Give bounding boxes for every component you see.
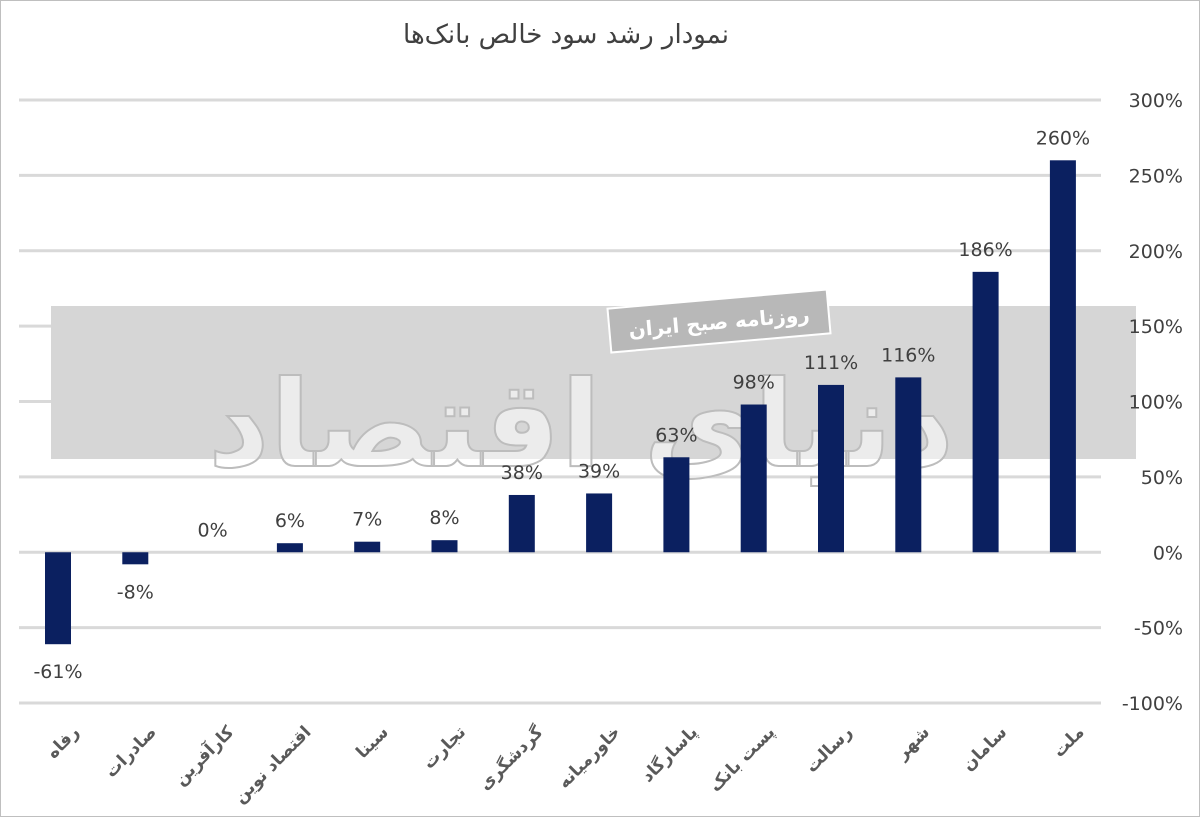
x-tick-label: ملت <box>1049 722 1088 761</box>
x-tick-label: سامان <box>958 722 1011 775</box>
y-axis-ticks: 300% 250% 200% 150% 100% 50% 0% -50% -100% <box>1122 90 1183 715</box>
x-tick-label: گردشگری <box>475 722 548 795</box>
data-label: -8% <box>117 581 154 603</box>
data-label: 116% <box>881 344 935 366</box>
bar <box>276 543 303 553</box>
y-tick-label: -100% <box>1122 693 1183 715</box>
data-label: 111% <box>804 352 858 374</box>
x-tick-label: تجارت <box>419 722 470 773</box>
data-label: 0% <box>198 519 228 541</box>
bar <box>586 493 613 553</box>
bar <box>431 540 458 553</box>
bar <box>508 494 535 553</box>
data-label: 7% <box>352 509 382 531</box>
chart-title: نمودار رشد سود خالص بانک‌ها <box>403 20 729 50</box>
y-tick-label: 0% <box>1153 542 1183 564</box>
y-tick-label: 50% <box>1141 467 1183 489</box>
data-label: 8% <box>429 507 459 529</box>
y-tick-label: 300% <box>1129 90 1183 112</box>
data-label: 38% <box>501 462 543 484</box>
bars <box>45 160 1076 645</box>
bar <box>818 384 844 553</box>
bar <box>1049 160 1076 553</box>
data-labels: -61% -8% 0% 6% 7% 8% 38% 39% 63% 98% 111% 116% 186% 2… <box>33 127 1090 683</box>
bar <box>740 404 767 553</box>
x-tick-label: رسالت <box>802 722 857 777</box>
y-tick-label: 150% <box>1129 316 1183 338</box>
x-tick-label: شهر <box>892 722 934 764</box>
data-label: 260% <box>1036 127 1090 149</box>
y-tick-label: 200% <box>1129 241 1183 263</box>
bar <box>122 552 149 565</box>
bar <box>972 271 999 553</box>
y-tick-label: -50% <box>1134 618 1183 640</box>
x-tick-label: سینا <box>352 722 392 762</box>
x-tick-label: اقتصاد نوین <box>230 722 315 807</box>
data-label: -61% <box>33 661 82 683</box>
data-label: 186% <box>958 239 1012 261</box>
y-tick-label: 100% <box>1129 392 1183 414</box>
x-tick-label: کارآفرین <box>169 721 238 790</box>
x-tick-label: پست بانک <box>706 722 780 796</box>
bar <box>45 552 71 645</box>
x-tick-label: رفاه <box>43 722 84 763</box>
y-tick-label: 250% <box>1129 165 1183 187</box>
data-label: 98% <box>733 372 775 394</box>
bar <box>663 457 690 553</box>
x-tick-label: صادرات <box>101 722 161 782</box>
watermark-badge-box <box>606 288 832 354</box>
data-label: 39% <box>578 460 620 482</box>
watermark-band <box>51 306 1136 459</box>
bar <box>895 377 922 553</box>
x-tick-label: پاسارگاد <box>637 722 702 787</box>
data-label: 63% <box>655 424 697 446</box>
x-tick-label: خاورمیانه <box>554 722 624 792</box>
bar <box>354 541 381 553</box>
data-label: 6% <box>275 510 305 532</box>
watermark-badge: روزنامه صبح ایران <box>606 288 832 354</box>
